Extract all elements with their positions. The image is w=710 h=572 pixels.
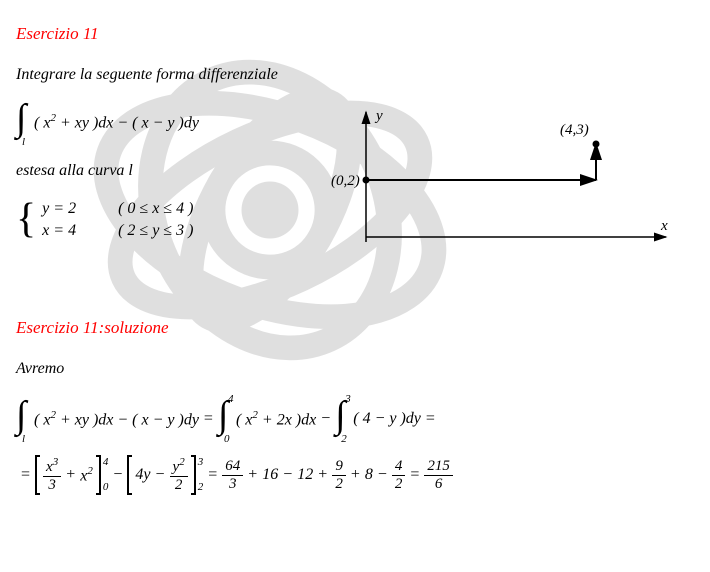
left-brace-icon: { [16,201,36,239]
solution-title: Esercizio 11:soluzione [16,318,694,338]
solution-intro: Avremo [16,360,694,378]
bracket-B: 4y − y22 [127,455,195,495]
integral-expression: ∫ l ( x2 + xy )dx − ( x − y )dy [16,102,296,142]
path-diagram: x y (0,2) (4,3) [306,102,686,272]
curve-label: estesa alla curva l [16,162,296,180]
point-02-label: (0,2) [331,173,360,189]
system-row1-eq: y = 2 [42,200,76,218]
int-a-lo: 0 [224,433,230,445]
int-b-hi: 3 [345,393,351,405]
integral-sub: l [22,433,25,445]
solution-line-2: = x33 + x2 4 0 − 4y − y22 3 2 = 643 +16 … [16,452,694,498]
system-row2-cond: ( 2 ≤ y ≤ 3 ) [118,222,193,240]
brA-lo: 0 [103,482,109,493]
bracket-A: x33 + x2 [35,455,101,495]
int-b-lo: 2 [341,433,347,445]
brB-lo: 2 [198,482,204,493]
integral-icon: ∫ [218,393,228,437]
solution-line-1: ∫ l ( x2 + xy )dx − ( x − y )dy = ∫ 0 4 … [16,396,694,442]
brB-lead: 4y [135,466,150,484]
integral-icon: ∫ [16,393,26,437]
x-axis-label: x [660,218,668,234]
integral-icon: ∫ [16,96,26,140]
brA-hi: 4 [103,457,109,468]
brB-hi: 3 [198,457,204,468]
prompt-text: Integrare la seguente forma differenzial… [16,66,694,84]
y-axis-label: y [374,108,383,124]
point-43-label: (4,3) [560,122,589,138]
exercise-title: Esercizio 11 [16,24,694,44]
system-row2-eq: x = 4 [42,222,76,240]
int-a-hi: 4 [228,393,234,405]
integral-sub: l [22,136,25,148]
system-block: { y = 2 ( 0 ≤ x ≤ 4 ) x = 4 ( 2 ≤ y ≤ 3 … [16,198,296,242]
system-row1-cond: ( 0 ≤ x ≤ 4 ) [118,200,193,218]
